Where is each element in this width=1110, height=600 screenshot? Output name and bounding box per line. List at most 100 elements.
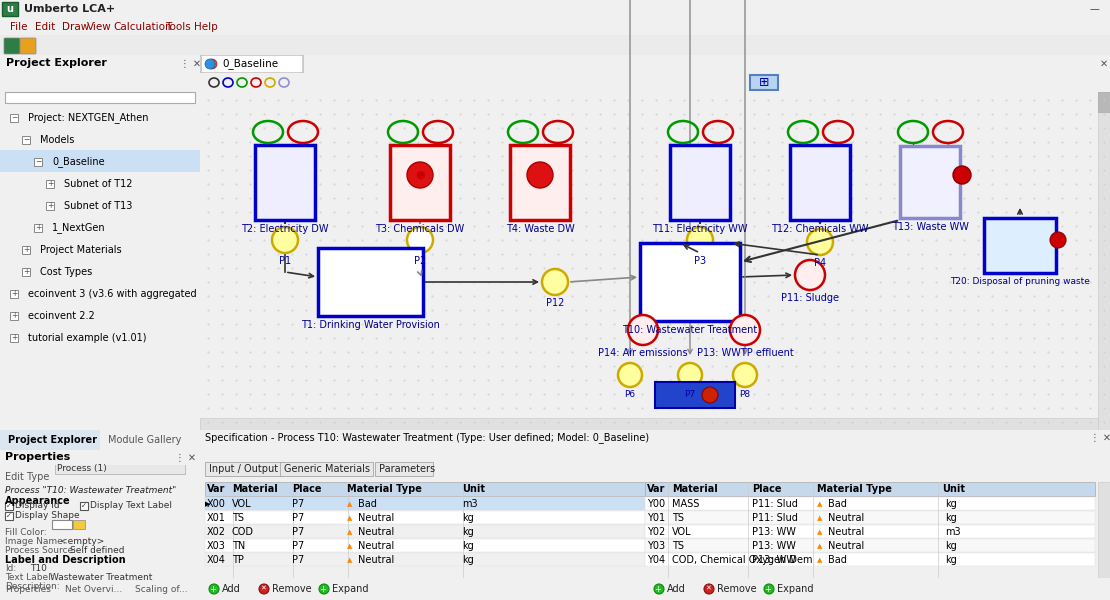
Text: +: + — [23, 268, 29, 277]
Text: +: + — [11, 334, 17, 343]
Text: Y00: Y00 — [647, 499, 665, 509]
Circle shape — [1050, 232, 1066, 248]
Text: File: File — [10, 22, 28, 32]
Bar — [645, 497, 1094, 510]
Bar — [390, 145, 450, 220]
Text: m3: m3 — [462, 499, 477, 509]
Text: T10: T10 — [30, 564, 47, 573]
Text: Help: Help — [194, 22, 218, 32]
Text: Module Gallery: Module Gallery — [108, 435, 181, 445]
Bar — [10, 334, 18, 342]
Text: tutorial example (v1.01): tutorial example (v1.01) — [28, 333, 147, 343]
Text: P14: Air emissions: P14: Air emissions — [598, 348, 688, 358]
Text: X04: X04 — [206, 555, 225, 565]
Bar — [46, 202, 54, 210]
FancyBboxPatch shape — [20, 38, 36, 54]
Text: Display Id: Display Id — [16, 502, 60, 511]
Text: +: + — [23, 245, 29, 254]
Bar — [983, 217, 1056, 272]
Bar — [10, 312, 18, 320]
Text: Input / Output: Input / Output — [209, 464, 279, 474]
Text: Umberto LCA+: Umberto LCA+ — [24, 4, 115, 14]
Text: Y02: Y02 — [647, 527, 665, 537]
Text: T13: Waste WW: T13: Waste WW — [891, 222, 968, 232]
Text: Image Name:: Image Name: — [6, 537, 65, 546]
Text: Neutral: Neutral — [359, 513, 394, 523]
Text: +: + — [11, 311, 17, 320]
Text: 1_NextGen: 1_NextGen — [52, 223, 105, 233]
Text: P2: P2 — [414, 256, 426, 266]
Text: Self defined: Self defined — [70, 546, 124, 555]
Text: Display Text Label: Display Text Label — [90, 502, 172, 511]
Bar — [80, 502, 88, 510]
Text: kg: kg — [945, 513, 957, 523]
Text: Process (1): Process (1) — [57, 463, 107, 473]
Text: ▲: ▲ — [347, 501, 352, 507]
Text: m3: m3 — [945, 527, 960, 537]
Text: ✓: ✓ — [6, 503, 12, 509]
Text: ▲: ▲ — [817, 529, 823, 535]
Text: 0_Baseline: 0_Baseline — [52, 157, 104, 167]
Circle shape — [407, 162, 433, 188]
Text: +: + — [210, 584, 216, 593]
FancyBboxPatch shape — [4, 38, 20, 54]
Bar — [670, 145, 730, 220]
Bar — [255, 145, 315, 220]
Circle shape — [618, 363, 642, 387]
Bar — [0, 150, 200, 172]
Text: u: u — [7, 4, 13, 14]
Text: P3: P3 — [694, 256, 706, 266]
Text: ✕: ✕ — [260, 586, 266, 592]
Text: Label and Description: Label and Description — [6, 555, 125, 565]
Bar — [0, 430, 100, 450]
Text: Y03: Y03 — [647, 541, 665, 551]
Text: Project Explorer: Project Explorer — [8, 435, 97, 445]
Text: Material: Material — [232, 484, 278, 494]
Text: T20: Disposal of pruning waste: T20: Disposal of pruning waste — [950, 277, 1090, 286]
Text: kg: kg — [945, 555, 957, 565]
Text: Expand: Expand — [332, 584, 369, 594]
Text: X02: X02 — [206, 527, 226, 537]
Text: —   □   ✕: — □ ✕ — [1090, 4, 1110, 14]
Text: P13: WW: P13: WW — [751, 541, 796, 551]
Bar — [280, 462, 373, 476]
Text: +: + — [320, 584, 326, 593]
Bar — [205, 511, 645, 524]
Text: ▲: ▲ — [817, 515, 823, 521]
Text: ▲: ▲ — [817, 557, 823, 563]
Bar — [645, 511, 1094, 524]
Bar — [1098, 92, 1110, 430]
Text: Expand: Expand — [777, 584, 814, 594]
Text: Neutral: Neutral — [828, 541, 865, 551]
Text: P7: P7 — [685, 390, 696, 399]
Text: P7: P7 — [292, 527, 304, 537]
Text: <empty>: <empty> — [60, 537, 104, 546]
Text: P4: P4 — [814, 258, 826, 268]
Circle shape — [654, 584, 664, 594]
Bar — [22, 246, 30, 254]
Text: T1: Drinking Water Provision: T1: Drinking Water Provision — [301, 320, 440, 330]
Text: Bad: Bad — [359, 499, 377, 509]
Bar — [205, 462, 283, 476]
Text: +: + — [765, 584, 771, 593]
Text: P6: P6 — [625, 390, 636, 399]
Text: ▲: ▲ — [817, 501, 823, 507]
Text: Properties: Properties — [6, 452, 70, 463]
Text: Var: Var — [206, 484, 225, 494]
Text: Place: Place — [292, 484, 322, 494]
Text: P1: P1 — [279, 256, 291, 266]
Text: +: + — [47, 179, 53, 188]
Text: COD: COD — [232, 527, 254, 537]
Bar — [205, 525, 645, 538]
Circle shape — [542, 269, 568, 295]
Circle shape — [407, 227, 433, 253]
Text: Var: Var — [647, 484, 665, 494]
Text: Bad: Bad — [828, 499, 847, 509]
Text: P11: Sludge: P11: Sludge — [781, 293, 839, 303]
Bar — [10, 114, 18, 122]
Bar — [645, 525, 1094, 538]
Text: Project Explorer: Project Explorer — [6, 58, 107, 68]
Text: P7: P7 — [292, 541, 304, 551]
Text: P13: WW: P13: WW — [751, 555, 796, 565]
Bar — [509, 145, 571, 220]
